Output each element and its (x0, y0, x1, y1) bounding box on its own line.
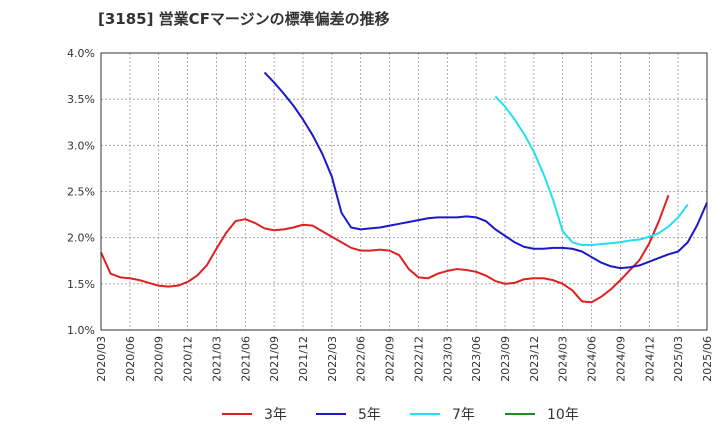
x-tick-label: 2025/03 (672, 336, 685, 382)
legend-label: 3年 (264, 407, 287, 423)
legend-label: 7年 (452, 407, 475, 423)
x-tick-label: 2024/12 (643, 336, 656, 382)
legend: 3年 5年 7年 10年 (222, 407, 579, 423)
x-tick-label: 2024/06 (586, 336, 599, 382)
series-lines (100, 71, 708, 304)
x-tick-label: 2023/09 (499, 336, 512, 382)
plot-background (101, 53, 707, 330)
y-tick-label: 2.5% (67, 186, 95, 199)
x-tick-label: 2021/09 (268, 336, 281, 382)
x-tick-label: 2020/12 (182, 336, 195, 382)
x-tick-label: 2021/12 (297, 336, 310, 382)
y-tick-label: 3.5% (67, 93, 95, 106)
x-axis-ticks: 2020/03 2020/06 2020/09 2020/12 2021/03 2021/… (95, 336, 714, 382)
x-tick-label: 2023/12 (528, 336, 541, 382)
x-tick-label: 2020/03 (95, 336, 108, 382)
x-tick-label: 2023/06 (470, 336, 483, 382)
x-tick-label: 2020/06 (124, 336, 137, 382)
x-tick-label: 2022/06 (355, 336, 368, 382)
series-line-3年 (100, 194, 670, 304)
chart-title: [3185] 営業CFマージンの標準偏差の推移 (98, 10, 390, 28)
legend-label: 5年 (358, 407, 381, 423)
x-tick-label: 2022/09 (384, 336, 397, 382)
plot-border (100, 52, 708, 331)
x-tick-label: 2021/06 (239, 336, 252, 382)
x-tick-label: 2023/03 (441, 336, 454, 382)
y-tick-label: 2.0% (67, 232, 95, 245)
x-tick-label: 2021/03 (210, 336, 223, 382)
y-tick-label: 1.5% (67, 278, 95, 291)
legend-label: 10年 (547, 407, 579, 423)
y-tick-label: 1.0% (67, 324, 95, 337)
grid-lines (101, 53, 707, 330)
y-tick-label: 4.0% (67, 47, 95, 60)
x-tick-label: 2022/03 (326, 336, 339, 382)
y-axis-ticks: 1.0% 1.5% 2.0% 2.5% 3.0% 3.5% 4.0% (67, 47, 95, 337)
x-tick-label: 2025/06 (701, 336, 714, 382)
x-tick-label: 2020/09 (153, 336, 166, 382)
series-line-5年 (263, 71, 708, 270)
x-tick-label: 2024/03 (557, 336, 570, 382)
y-tick-label: 3.0% (67, 139, 95, 152)
x-tick-label: 2022/12 (412, 336, 425, 382)
x-tick-label: 2024/09 (614, 336, 627, 382)
series-line-7年 (494, 95, 689, 247)
